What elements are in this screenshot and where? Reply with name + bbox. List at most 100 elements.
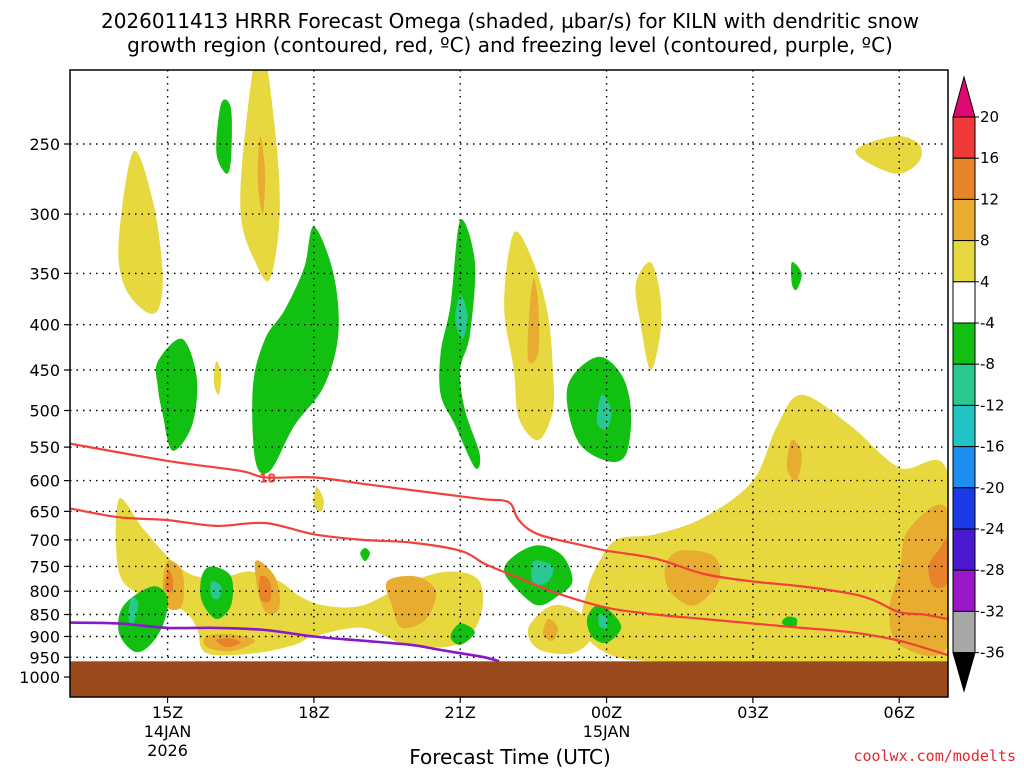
omega-area-6 (252, 226, 339, 475)
colorbar-label-13: -36 (980, 644, 1005, 662)
x-tick-label-06Z: 06Z (884, 703, 915, 722)
dgz-line-1 (70, 507, 948, 657)
grid-layer (70, 70, 948, 697)
y-tick-label-800: 800 (29, 582, 60, 601)
x-tick-year-15Z: 2026 (147, 741, 188, 760)
omega-area-16 (855, 136, 922, 174)
omega-area-35 (210, 581, 222, 600)
axes-layer: 250 300 350 400 450 500 550 600 650 700 750 800 850 9… (19, 135, 915, 760)
omega-area-21 (786, 439, 802, 481)
omega-area-37 (450, 623, 475, 645)
chart-title-line2: growth region (contoured, red, ºC) and f… (127, 33, 893, 57)
omega-area-13 (596, 394, 612, 430)
y-tick-label-250: 250 (29, 135, 60, 154)
omega-area-36 (360, 548, 370, 562)
omega-area-30 (527, 604, 593, 655)
y-tick-label-300: 300 (29, 205, 60, 224)
x-axis-label: Forecast Time (UTC) (409, 745, 611, 768)
y-tick-label-500: 500 (29, 402, 60, 421)
colorbar-swatch-1 (952, 157, 976, 200)
freezing-level-line (70, 621, 500, 663)
colorbar-label-9: -20 (980, 479, 1005, 497)
omega-area-4 (213, 361, 222, 395)
omega-area-20 (664, 550, 721, 606)
colorbar-swatch-10 (952, 528, 976, 571)
x-tick-label-03Z: 03Z (737, 703, 768, 722)
colorbar-label-1: 16 (980, 149, 999, 167)
credit-link[interactable]: coolwx.com/modelts (853, 747, 1016, 765)
x-tick-label-00Z: 00Z (591, 703, 622, 722)
omega-area-14 (635, 262, 662, 371)
omega-area-31 (542, 618, 558, 641)
omega-area-33 (128, 597, 139, 625)
ground-terrain (70, 661, 948, 697)
colorbar-label-11: -28 (980, 561, 1005, 579)
plot-frame (69, 69, 949, 698)
omega-area-5 (155, 338, 198, 451)
x-tick-label-21Z: 21Z (445, 703, 476, 722)
omega-area-17 (581, 394, 948, 676)
dgz-line-label: 18 (259, 471, 276, 485)
colorbar-label-6: -8 (980, 355, 995, 373)
colorbar-label-0: 20 (980, 108, 999, 126)
omega-area-41 (598, 613, 608, 629)
omega-area-3 (216, 99, 232, 174)
omega-area-18 (889, 504, 948, 657)
colorbar-swatch-8 (952, 446, 976, 489)
omega-area-28 (216, 638, 241, 648)
omega-area-22 (115, 498, 484, 656)
y-tick-label-650: 650 (29, 502, 60, 521)
colorbar-swatch-0 (952, 116, 976, 159)
omega-area-39 (531, 560, 554, 586)
y-tick-label-600: 600 (29, 472, 60, 491)
y-tick-label-900: 900 (29, 627, 60, 646)
x-tick-label-18Z: 18Z (298, 703, 329, 722)
omega-area-11 (527, 278, 540, 364)
omega-area-2 (257, 136, 266, 215)
y-tick-label-850: 850 (29, 606, 60, 625)
colorbar-swatch-5 (952, 322, 976, 365)
omega-shading-layer (115, 70, 948, 676)
y-tick-label-700: 700 (29, 531, 60, 550)
omega-area-24 (164, 570, 174, 593)
colorbar-top-arrow (952, 75, 976, 118)
colorbar-label-12: -32 (980, 602, 1005, 620)
omega-area-26 (259, 575, 272, 603)
omega-area-29 (385, 575, 437, 629)
y-tick-label-350: 350 (29, 264, 60, 283)
colorbar-swatch-3 (952, 240, 976, 283)
colorbar-label-8: -16 (980, 438, 1005, 456)
x-tick-label-15Z: 15Z (152, 703, 183, 722)
x-tick-date-15Z: 14JAN (144, 722, 192, 741)
omega-area-7 (313, 486, 324, 512)
chart-title-line1: 2026011413 HRRR Forecast Omega (shaded, … (101, 9, 919, 33)
y-tick-label-550: 550 (29, 438, 60, 457)
colorbar-swatch-6 (952, 363, 976, 406)
colorbar-label-2: 12 (980, 190, 999, 208)
y-tick-label-950: 950 (29, 648, 60, 667)
colorbar-label-7: -12 (980, 396, 1005, 414)
y-tick-label-750: 750 (29, 557, 60, 576)
colorbar: 20 16 12 8 4 -4 -8 -12 -16 -20 -24 -28 -32 -36 (952, 75, 1005, 693)
x-tick-date-00Z: 15JAN (583, 722, 631, 741)
colorbar-bottom-arrow (952, 652, 976, 693)
colorbar-swatch-11 (952, 569, 976, 612)
colorbar-label-4: 4 (980, 273, 990, 291)
colorbar-label-5: -4 (980, 314, 995, 332)
y-tick-label-450: 450 (29, 361, 60, 380)
colorbar-swatch-4 (952, 281, 976, 324)
omega-area-42 (781, 616, 798, 628)
colorbar-swatch-12 (952, 610, 976, 654)
colorbar-label-3: 8 (980, 232, 990, 250)
dgz-line-0 (70, 442, 948, 621)
colorbar-swatch-2 (952, 198, 976, 242)
y-tick-label-1000: 1000 (19, 668, 60, 687)
omega-area-19 (928, 538, 948, 588)
colorbar-swatch-7 (952, 404, 976, 448)
contour-lines-layer: 18 (70, 442, 948, 663)
omega-area-9 (455, 294, 468, 339)
colorbar-label-10: -24 (980, 520, 1005, 538)
colorbar-swatch-9 (952, 487, 976, 530)
omega-area-15 (790, 261, 802, 291)
